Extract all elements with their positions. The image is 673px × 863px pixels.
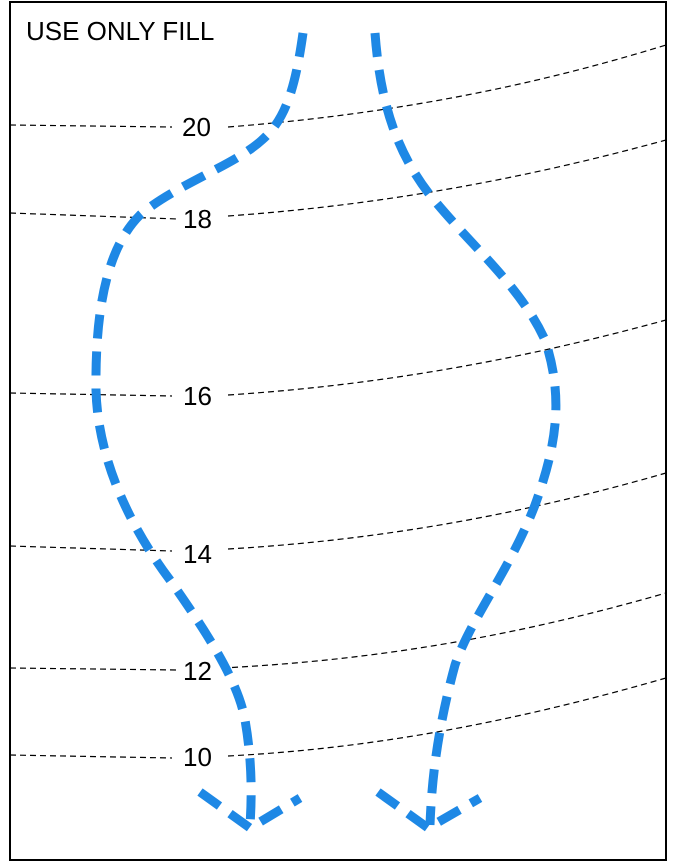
contour-label-20: 20 bbox=[182, 112, 211, 142]
contour-line-12: 12 bbox=[9, 592, 667, 686]
contour-line-14: 14 bbox=[9, 472, 667, 569]
diagram-frame bbox=[9, 1, 667, 861]
contour-label-14: 14 bbox=[183, 539, 212, 569]
contour-label-10: 10 bbox=[183, 742, 212, 772]
diagram-title: USE ONLY FILL bbox=[26, 16, 214, 46]
contour-line-16: 16 bbox=[9, 319, 667, 411]
left-flow-arrow bbox=[91, 32, 308, 834]
contour-line-18: 18 bbox=[9, 139, 667, 234]
contour-line-10: 10 bbox=[9, 677, 667, 772]
contour-label-18: 18 bbox=[183, 204, 212, 234]
contour-label-12: 12 bbox=[183, 656, 212, 686]
right-flow-arrow bbox=[370, 32, 561, 834]
contour-line-20: 20 bbox=[9, 44, 667, 142]
contour-label-16: 16 bbox=[183, 381, 212, 411]
